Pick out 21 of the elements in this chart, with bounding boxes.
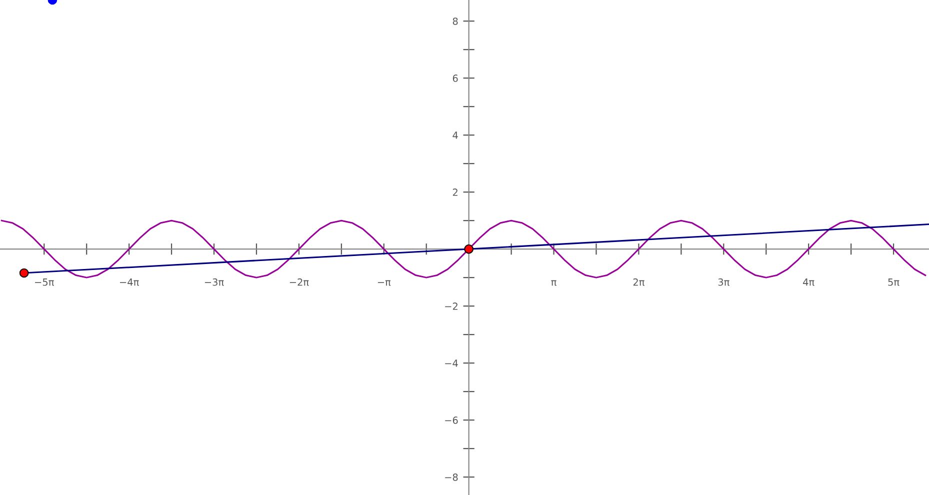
y-tick-label: −6	[445, 416, 458, 424]
x-tick-label: −2π	[290, 278, 309, 286]
y-tick-label: 4	[452, 132, 458, 139]
x-tick-label: 4π	[803, 278, 814, 286]
y-tick-label: 8	[452, 18, 458, 25]
x-tick-label: −4π	[120, 278, 139, 286]
x-tick-label: π	[551, 280, 556, 286]
x-tick-label: −3π	[204, 278, 224, 286]
x-tick-label: 2π	[633, 278, 644, 286]
y-tick-label: −2	[445, 302, 458, 310]
y-tick-label: −8	[445, 474, 458, 481]
x-tick-label: 3π	[718, 278, 730, 286]
y-tick-label: −4	[445, 360, 458, 367]
x-tick-label: 5π	[888, 278, 900, 286]
point	[19, 268, 29, 278]
point	[464, 244, 474, 254]
x-tick-label: −π	[378, 280, 391, 286]
line-series	[0, 220, 926, 278]
y-tick-label: 6	[452, 74, 458, 82]
y-tick-label: 2	[452, 188, 458, 196]
x-tick-label: −5π	[35, 278, 54, 286]
